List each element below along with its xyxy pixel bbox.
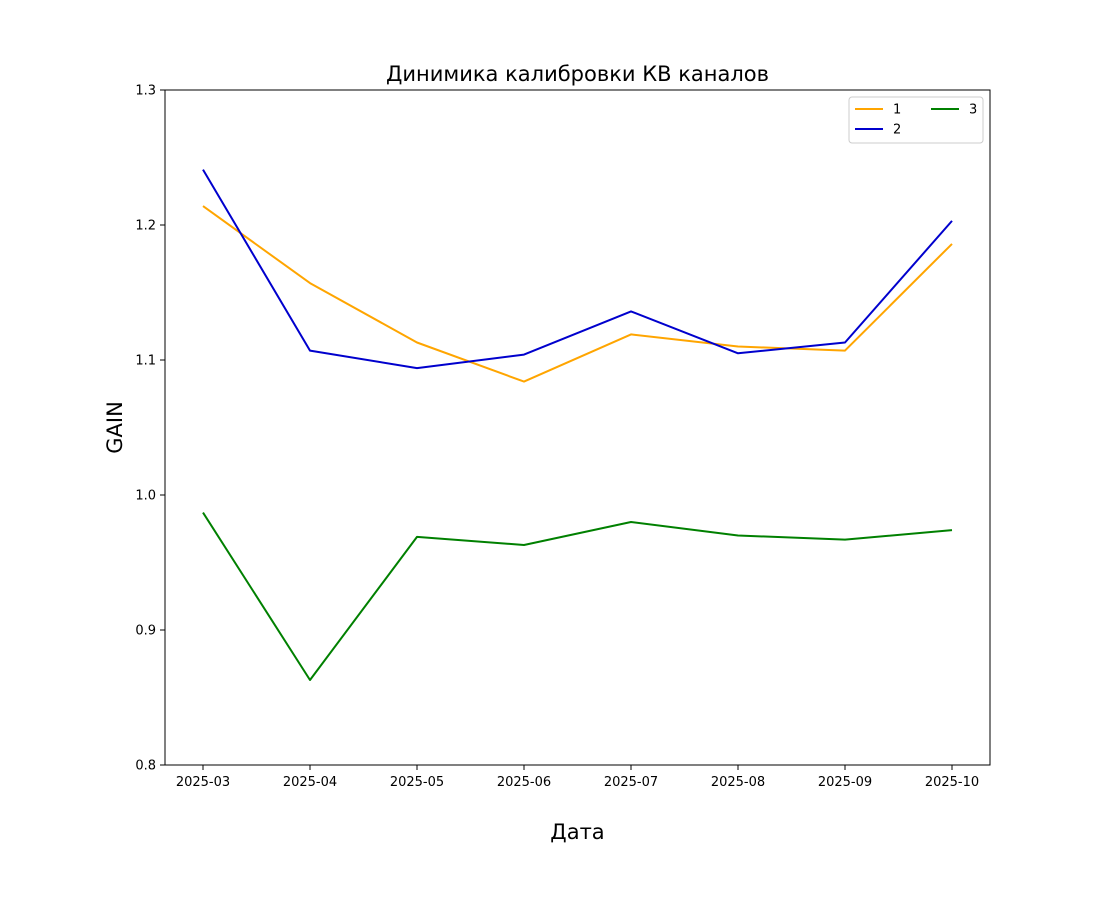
- x-tick-label: 2025-09: [818, 775, 872, 790]
- x-axis: 2025-03 2025-04 2025-05 2025-06 2025-07 2025-…: [176, 765, 979, 790]
- series-line-2: [202, 169, 953, 370]
- y-axis: 0.8 0.9 1.0 1.1 1.2 1.3: [135, 84, 165, 774]
- x-tick-label: 2025-04: [283, 775, 337, 790]
- plot-area-frame: [164, 89, 991, 766]
- x-axis-label: Дата: [550, 820, 604, 844]
- legend-box: [848, 96, 984, 144]
- series-line-3: [202, 512, 953, 681]
- y-tick-label: 1.0: [135, 489, 156, 504]
- x-tick-label: 2025-08: [711, 775, 765, 790]
- legend-label-1: 1: [893, 103, 901, 118]
- y-tick-label: 0.9: [135, 624, 156, 639]
- x-tick-label: 2025-05: [390, 775, 444, 790]
- x-tick-label: 2025-06: [497, 775, 551, 790]
- x-tick-label: 2025-03: [176, 775, 230, 790]
- legend: 1 2 3: [848, 96, 984, 144]
- x-tick-label: 2025-10: [925, 775, 979, 790]
- series-line-1: [202, 205, 953, 383]
- y-tick-label: 1.3: [135, 84, 156, 99]
- y-tick-label: 0.8: [135, 759, 156, 774]
- y-tick-label: 1.2: [135, 219, 156, 234]
- x-tick-label: 2025-07: [604, 775, 658, 790]
- series-layer: [202, 169, 953, 681]
- chart-title: Динимика калибровки КВ каналов: [386, 62, 769, 86]
- legend-label-3: 3: [969, 103, 977, 118]
- y-tick-label: 1.1: [135, 354, 156, 369]
- y-axis-label: GAIN: [103, 401, 127, 454]
- legend-label-2: 2: [893, 123, 901, 138]
